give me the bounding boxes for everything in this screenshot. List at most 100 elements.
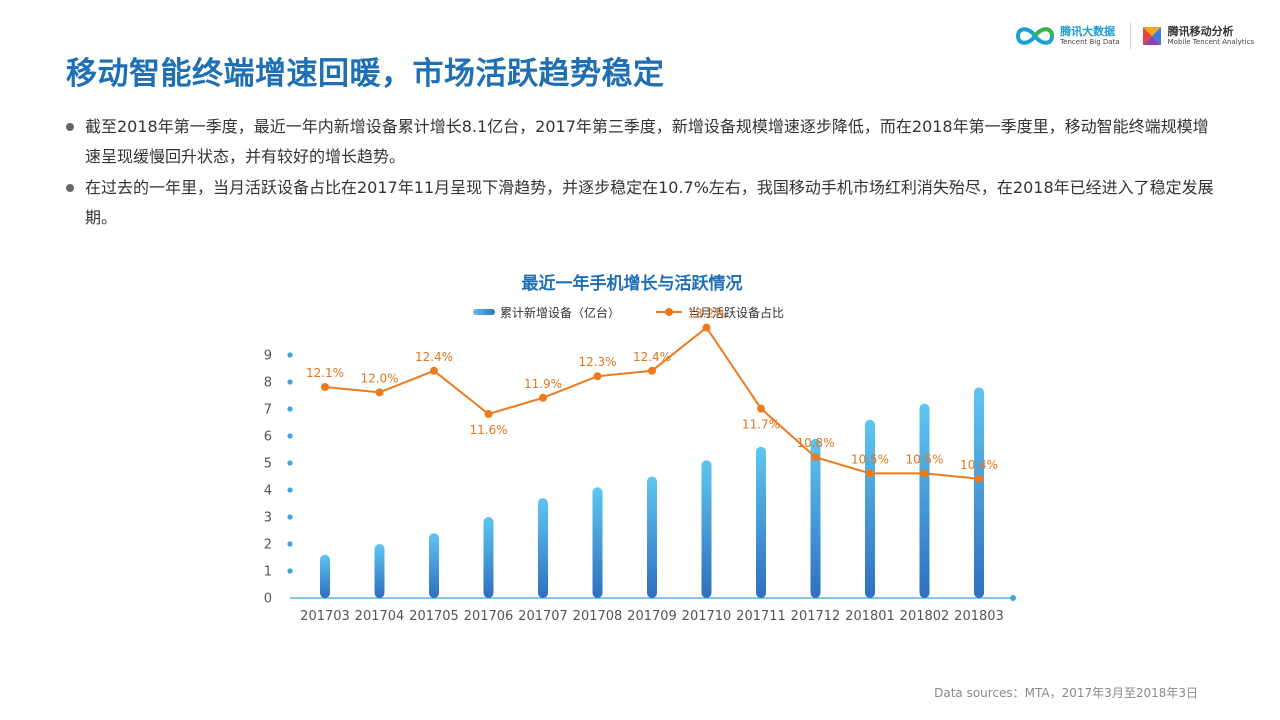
bar [756,446,766,598]
line-point [375,388,384,397]
legend-label-line: 当月活跃设备占比 [688,305,785,320]
bar [592,487,603,598]
y-tick-dot [287,514,293,520]
y-tick-dot [287,379,293,385]
line-point [539,393,547,402]
y-tick-dot [287,406,293,412]
data-label: 13.2% [687,307,725,321]
bullet-item: 在过去的一年里，当月活跃设备占比在2017年11月呈现下滑趋势，并逐步稳定在10… [66,173,1216,233]
analytics-logo-cn: 腾讯移动分析 [1167,25,1234,38]
y-tick-label: 8 [264,376,272,391]
data-label: 12.0% [360,371,398,385]
x-tick-label: 201803 [954,609,1004,624]
data-label: 12.3% [578,355,616,369]
x-tick-label: 201802 [900,609,950,624]
legend-item-bars: 累计新增设备（亿台） [473,304,620,321]
line-point [920,469,929,478]
bar [865,419,875,598]
tencent-bigdata-logo: 腾讯大数据 Tencent Big Data [1015,25,1120,47]
bullet-list: 截至2018年第一季度，最近一年内新增设备累计增长8.1亿台，2017年第三季度… [66,112,1216,234]
y-tick-label: 6 [264,430,272,445]
y-tick-dot [287,433,293,439]
y-tick-dot [287,352,293,358]
data-label: 12.4% [415,350,453,364]
bullet-dot-icon [66,123,74,131]
chart-legend: 累计新增设备（亿台） 当月活跃设备占比 [473,303,784,321]
bar [374,544,385,598]
bar [483,517,494,598]
data-label: 10.4% [960,458,998,472]
page-title: 移动智能终端增速回暖，市场活跃趋势稳定 [66,56,665,92]
bullet-dot-icon [66,184,74,192]
line-point [593,372,602,381]
y-tick-label: 9 [264,349,272,364]
line-point [648,366,656,375]
line-point [757,404,765,413]
legend-line-swatch-icon [656,308,683,316]
x-tick-label: 201707 [518,609,568,624]
x-tick-label: 201705 [409,609,459,624]
y-tick-dot [287,487,293,493]
y-tick-dot [287,541,293,547]
data-label: 11.6% [469,423,507,437]
line-point [702,323,711,332]
bar [810,438,821,598]
y-tick-label: 1 [264,565,272,580]
x-tick-label: 201703 [300,609,350,624]
line-point [430,366,438,375]
bar [647,476,657,598]
data-label: 11.9% [524,377,562,391]
y-tick-label: 2 [264,538,272,553]
legend-label-bars: 累计新增设备（亿台） [500,305,621,320]
x-tick-label: 201704 [355,609,405,624]
bar [701,460,712,598]
bar [538,498,548,598]
x-tick-label: 201709 [627,609,677,624]
chart-title: 最近一年手机增长与活跃情况 [521,274,743,294]
analytics-logo-icon [1142,27,1161,45]
infinity-icon [1016,27,1055,45]
bigdata-logo-cn: 腾讯大数据 [1060,25,1116,38]
logo-group: 腾讯大数据 Tencent Big Data 腾讯移动分析 Mobile Ten… [1015,20,1254,52]
data-label: 11.7% [742,418,780,432]
y-tick-dot [287,568,293,574]
x-tick-label: 201710 [682,609,732,624]
y-tick-label: 7 [264,403,272,418]
line-point [975,474,983,483]
bullet-text: 在过去的一年里，当月活跃设备占比在2017年11月呈现下滑趋势，并逐步稳定在10… [85,178,1214,227]
y-tick-label: 4 [264,484,272,499]
y-tick-dot [287,460,293,466]
data-source-note: Data sources：MTA，2017年3月至2018年3日 [934,686,1198,700]
x-axis-end-dot [1010,595,1016,601]
x-tick-label: 201801 [845,609,895,624]
bullet-item: 截至2018年第一季度，最近一年内新增设备累计增长8.1亿台，2017年第三季度… [66,112,1216,172]
bar [974,387,984,598]
data-label: 12.4% [633,350,671,364]
bar [429,533,439,598]
bar [320,554,330,598]
x-tick-label: 201711 [736,609,786,624]
x-tick-label: 201712 [791,609,841,624]
data-label: 10.8% [796,436,834,450]
tencent-analytics-logo: 腾讯移动分析 Mobile Tencent Analytics [1141,25,1254,47]
legend-bar-swatch-icon [473,309,495,315]
legend-item-line: 当月活跃设备占比 [656,304,784,321]
y-tick-label: 5 [264,457,272,472]
line-point [866,469,874,478]
bar [919,403,930,598]
bullet-text: 截至2018年第一季度，最近一年内新增设备累计增长8.1亿台，2017年第三季度… [85,117,1209,166]
bigdata-logo-en: Tencent Big Data [1060,38,1120,46]
logo-divider [1129,23,1131,49]
line-point [484,410,493,418]
data-label: 12.1% [306,366,344,380]
y-tick-label: 3 [264,511,272,526]
x-tick-label: 201708 [573,609,623,624]
y-tick-label: 0 [264,592,272,607]
line-point [811,453,820,462]
x-tick-label: 201706 [464,609,514,624]
line-point [321,383,329,391]
analytics-logo-en: Mobile Tencent Analytics [1167,38,1254,46]
data-label: 10.5% [905,452,943,466]
data-label: 10.5% [851,452,889,466]
